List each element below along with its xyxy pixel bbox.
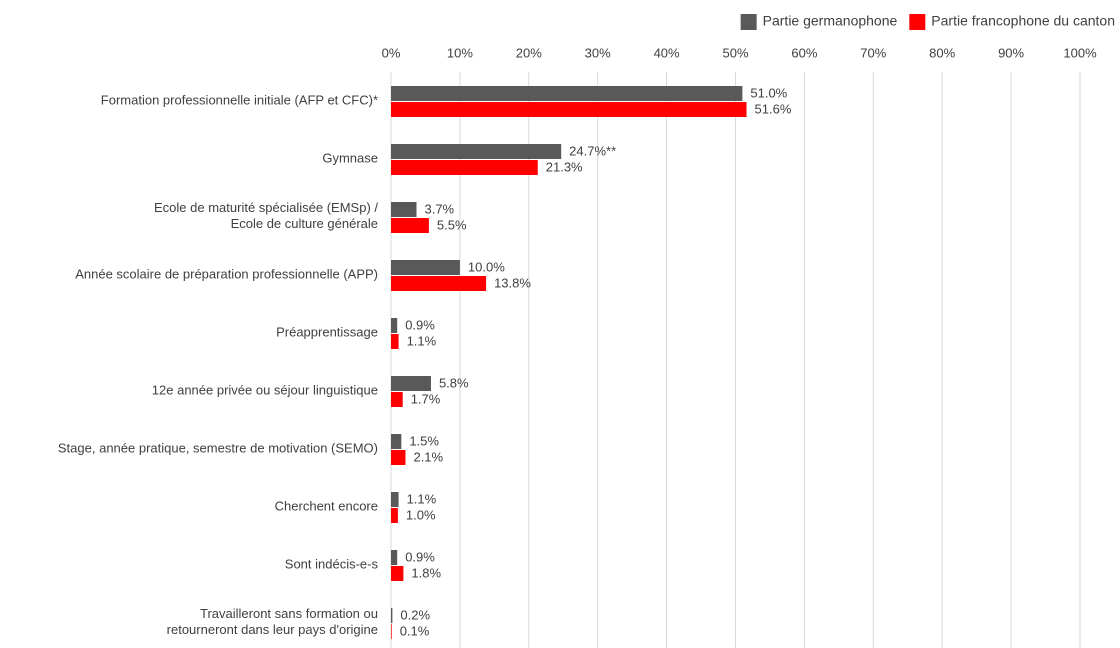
bar	[391, 160, 538, 175]
x-tick-label: 10%	[447, 45, 473, 60]
bar	[391, 566, 404, 581]
bar	[391, 492, 399, 507]
y-tick-label: Ecole de maturité spécialisée (EMSp) / Ec…	[154, 200, 378, 231]
bar	[391, 144, 562, 159]
bar	[391, 624, 392, 639]
bar	[391, 202, 417, 217]
value-label: 0.1%	[400, 623, 430, 638]
y-tick-label: Stage, année pratique, semestre de motiv…	[58, 440, 378, 455]
value-label: 0.2%	[400, 607, 430, 622]
y-tick-label: Cherchent encore	[275, 498, 378, 513]
bar	[391, 334, 399, 349]
x-tick-label: 30%	[585, 45, 611, 60]
bar	[391, 608, 393, 623]
bar	[391, 218, 429, 233]
value-label: 3.7%	[424, 201, 454, 216]
x-tick-label: 70%	[860, 45, 886, 60]
y-tick-label: Formation professionnelle initiale (AFP …	[101, 92, 378, 107]
x-tick-label: 0%	[382, 45, 401, 60]
value-label: 5.8%	[439, 375, 469, 390]
bar	[391, 550, 398, 565]
value-label: 5.5%	[437, 217, 467, 232]
legend-label: Partie germanophone	[763, 13, 898, 29]
value-label: 1.1%	[407, 491, 437, 506]
value-label: 1.7%	[411, 391, 441, 406]
legend-swatch	[740, 14, 757, 30]
value-label: 1.0%	[406, 507, 436, 522]
x-tick-label: 100%	[1063, 45, 1097, 60]
value-label: 0.9%	[405, 317, 435, 332]
y-tick-label: Travailleront sans formation ou retourner…	[167, 606, 378, 637]
value-label: 1.1%	[407, 333, 437, 348]
value-label: 10.0%	[468, 259, 505, 274]
y-tick-label: Année scolaire de préparation profession…	[75, 266, 378, 281]
bar	[391, 376, 431, 391]
y-tick-label: 12e année privée ou séjour linguistique	[152, 382, 378, 397]
x-tick-label: 50%	[722, 45, 748, 60]
value-label: 24.7%**	[569, 143, 616, 158]
value-label: 13.8%	[494, 275, 531, 290]
x-tick-label: 80%	[929, 45, 955, 60]
x-tick-label: 90%	[998, 45, 1024, 60]
value-label: 2.1%	[413, 449, 443, 464]
bar	[391, 276, 487, 291]
bar	[391, 102, 747, 117]
bar	[391, 392, 403, 407]
value-label: 51.0%	[750, 85, 787, 100]
y-tick-label: Sont indécis-e-s	[285, 556, 379, 571]
x-tick-label: 40%	[654, 45, 680, 60]
x-tick-label: 60%	[791, 45, 817, 60]
bar	[391, 86, 743, 101]
value-label: 21.3%	[546, 159, 583, 174]
bar	[391, 260, 460, 275]
bar	[391, 508, 398, 523]
value-label: 1.8%	[411, 565, 441, 580]
legend-label: Partie francophone du canton	[931, 13, 1115, 29]
y-tick-label: Gymnase	[322, 150, 378, 165]
y-tick-label: Préapprentissage	[276, 324, 378, 339]
legend-swatch	[909, 14, 926, 30]
bar	[391, 450, 406, 465]
value-label: 0.9%	[405, 549, 435, 564]
x-tick-label: 20%	[516, 45, 542, 60]
value-label: 1.5%	[409, 433, 439, 448]
bar	[391, 318, 398, 333]
value-label: 51.6%	[755, 101, 792, 116]
bar	[391, 434, 402, 449]
